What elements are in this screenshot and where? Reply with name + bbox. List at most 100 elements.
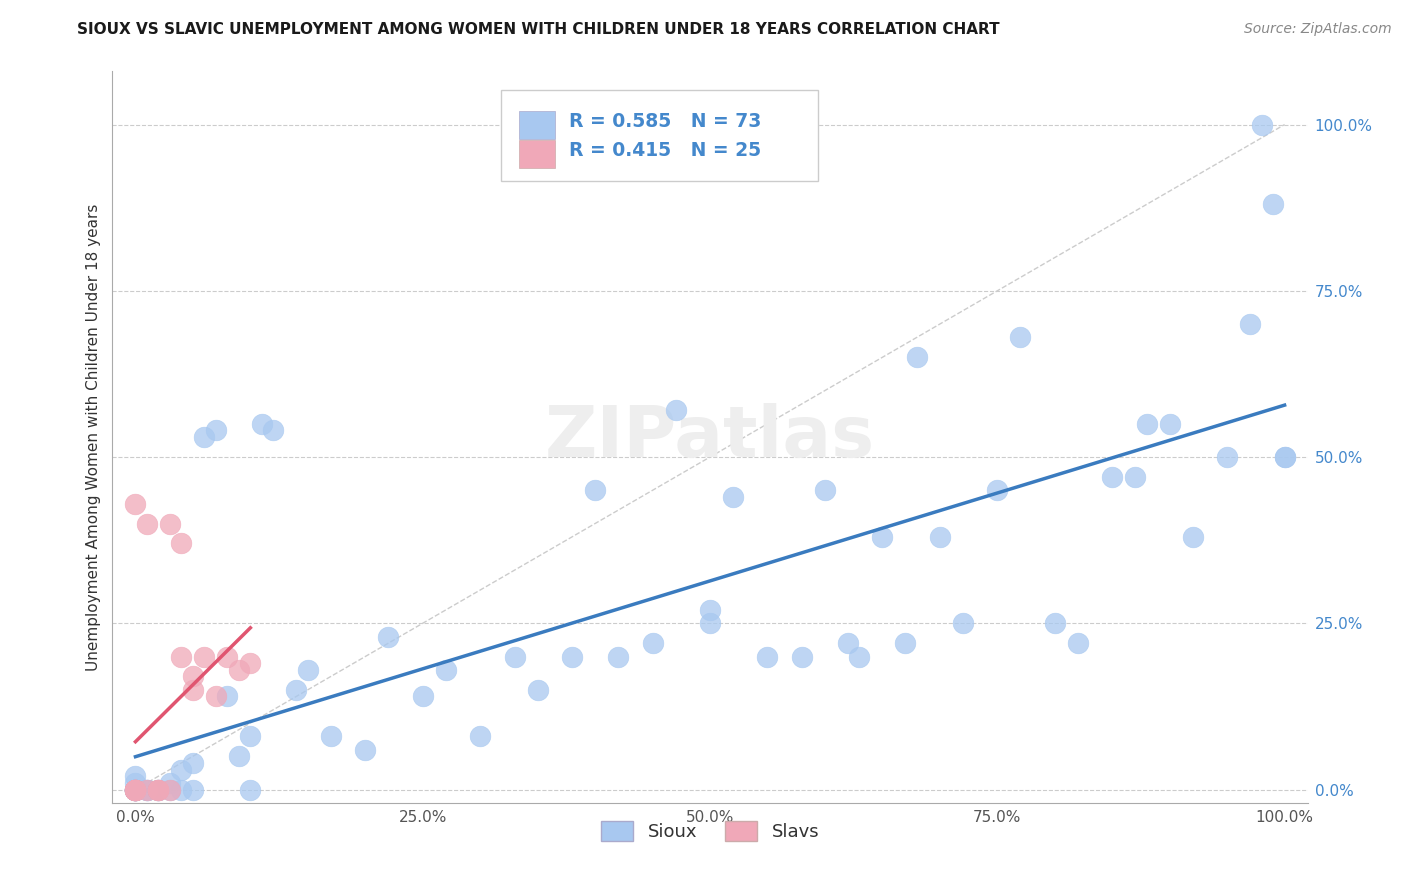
Point bbox=[239, 656, 262, 670]
Point bbox=[583, 483, 606, 498]
Point bbox=[790, 649, 813, 664]
Point bbox=[148, 782, 170, 797]
Point bbox=[124, 782, 146, 797]
Point bbox=[136, 782, 159, 797]
Y-axis label: Unemployment Among Women with Children Under 18 years: Unemployment Among Women with Children U… bbox=[86, 203, 101, 671]
Point bbox=[170, 536, 193, 550]
Point bbox=[986, 483, 1008, 498]
Point bbox=[124, 782, 146, 797]
Point bbox=[124, 782, 146, 797]
Point bbox=[124, 782, 146, 797]
Point bbox=[952, 616, 974, 631]
Point bbox=[148, 782, 170, 797]
Point bbox=[159, 782, 181, 797]
Text: SIOUX VS SLAVIC UNEMPLOYMENT AMONG WOMEN WITH CHILDREN UNDER 18 YEARS CORRELATIO: SIOUX VS SLAVIC UNEMPLOYMENT AMONG WOMEN… bbox=[77, 22, 1000, 37]
Point bbox=[124, 782, 146, 797]
Point bbox=[159, 782, 181, 797]
Point bbox=[526, 682, 548, 697]
Point bbox=[297, 663, 319, 677]
Point bbox=[159, 516, 181, 531]
Point bbox=[1274, 450, 1296, 464]
Point bbox=[136, 516, 159, 531]
Point bbox=[217, 649, 239, 664]
Point bbox=[721, 490, 744, 504]
Point bbox=[837, 636, 859, 650]
Point bbox=[181, 756, 204, 770]
Point bbox=[159, 776, 181, 790]
Point bbox=[848, 649, 870, 664]
Point bbox=[193, 649, 215, 664]
Point bbox=[170, 649, 193, 664]
Point bbox=[124, 776, 146, 790]
Point bbox=[434, 663, 457, 677]
Point bbox=[561, 649, 583, 664]
Text: ZIPatlas: ZIPatlas bbox=[546, 402, 875, 472]
Text: R = 0.415   N = 25: R = 0.415 N = 25 bbox=[569, 141, 761, 160]
Point bbox=[124, 782, 146, 797]
Point bbox=[181, 669, 204, 683]
FancyBboxPatch shape bbox=[501, 90, 818, 181]
Point bbox=[170, 763, 193, 777]
Point bbox=[124, 782, 146, 797]
Point bbox=[1239, 317, 1261, 331]
Point bbox=[217, 690, 239, 704]
FancyBboxPatch shape bbox=[519, 112, 554, 139]
Point bbox=[181, 682, 204, 697]
Point bbox=[124, 782, 146, 797]
Legend: Sioux, Slavs: Sioux, Slavs bbox=[593, 814, 827, 848]
Point bbox=[136, 782, 159, 797]
Text: Source: ZipAtlas.com: Source: ZipAtlas.com bbox=[1244, 22, 1392, 37]
Point bbox=[239, 782, 262, 797]
Point bbox=[756, 649, 779, 664]
Point bbox=[124, 782, 146, 797]
Point bbox=[1159, 417, 1181, 431]
Point bbox=[641, 636, 664, 650]
Point bbox=[136, 782, 159, 797]
Point bbox=[470, 729, 492, 743]
Point bbox=[664, 403, 686, 417]
Point bbox=[285, 682, 308, 697]
Point bbox=[124, 782, 146, 797]
Point bbox=[250, 417, 273, 431]
Point bbox=[124, 769, 146, 783]
Point bbox=[124, 497, 146, 511]
Point bbox=[1261, 197, 1284, 211]
Point bbox=[894, 636, 917, 650]
Point bbox=[905, 351, 928, 365]
Point bbox=[170, 782, 193, 797]
Point bbox=[928, 530, 950, 544]
Point bbox=[124, 782, 146, 797]
Point bbox=[354, 742, 377, 756]
Point bbox=[148, 782, 170, 797]
Point bbox=[148, 782, 170, 797]
Point bbox=[239, 729, 262, 743]
Point bbox=[148, 782, 170, 797]
Point bbox=[1067, 636, 1090, 650]
Point bbox=[1010, 330, 1032, 344]
Point bbox=[1250, 118, 1272, 132]
Point bbox=[814, 483, 837, 498]
Point bbox=[699, 603, 721, 617]
Point bbox=[181, 782, 204, 797]
Point bbox=[1101, 470, 1123, 484]
Point bbox=[124, 782, 146, 797]
Point bbox=[148, 782, 170, 797]
Point bbox=[319, 729, 342, 743]
Point bbox=[1123, 470, 1146, 484]
Point bbox=[228, 663, 250, 677]
Point bbox=[1181, 530, 1204, 544]
Point bbox=[124, 782, 146, 797]
Point bbox=[1216, 450, 1239, 464]
Point bbox=[262, 424, 284, 438]
Point bbox=[205, 424, 228, 438]
Text: R = 0.585   N = 73: R = 0.585 N = 73 bbox=[569, 112, 762, 131]
Point bbox=[699, 616, 721, 631]
Point bbox=[872, 530, 894, 544]
Point bbox=[228, 749, 250, 764]
Point bbox=[1043, 616, 1066, 631]
Point bbox=[1136, 417, 1159, 431]
Point bbox=[124, 782, 146, 797]
Point bbox=[136, 782, 159, 797]
Point bbox=[412, 690, 434, 704]
Point bbox=[607, 649, 630, 664]
